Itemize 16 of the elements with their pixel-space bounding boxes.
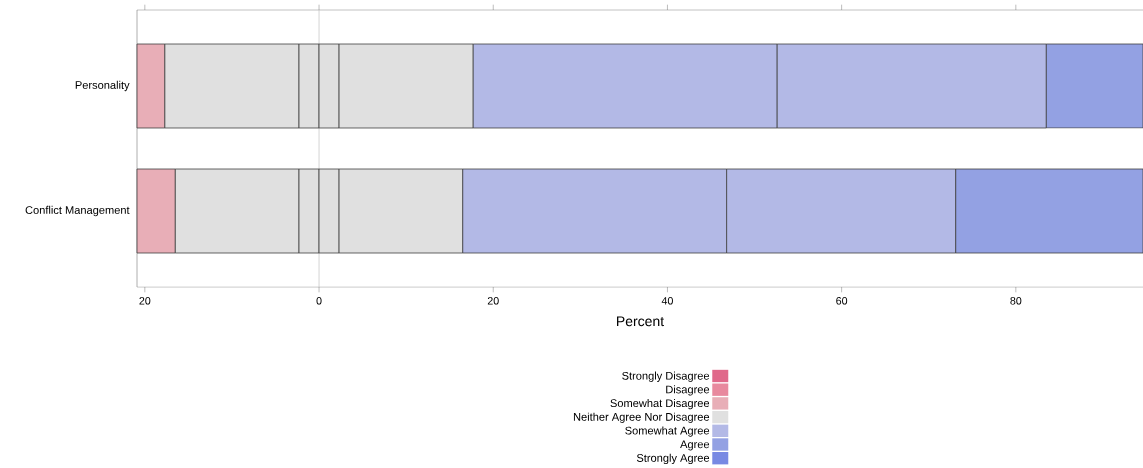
legend-label: Strongly Agree [636,453,710,465]
x-tick-label: 80 [1010,297,1022,305]
y-tick-label: Personality [75,80,130,92]
legend-label: Disagree [666,385,710,396]
x-axis-title: Percent [617,316,665,327]
legend-label: Somewhat Disagree [610,398,710,410]
legend-label: Neither Agree Nor Disagree [573,412,710,423]
x-tick-label: 20 [139,297,151,305]
legend-label: Strongly Disagree [622,371,710,382]
legend-label: Agree [680,440,710,451]
x-tick-label: 40 [661,297,673,305]
legend-label: Somewhat Agree [625,426,710,437]
x-tick-label: 60 [836,297,848,305]
y-tick-label: Conflict Management [25,205,130,217]
x-tick-label: 0 [316,297,322,305]
x-tick-label: 20 [487,297,499,305]
